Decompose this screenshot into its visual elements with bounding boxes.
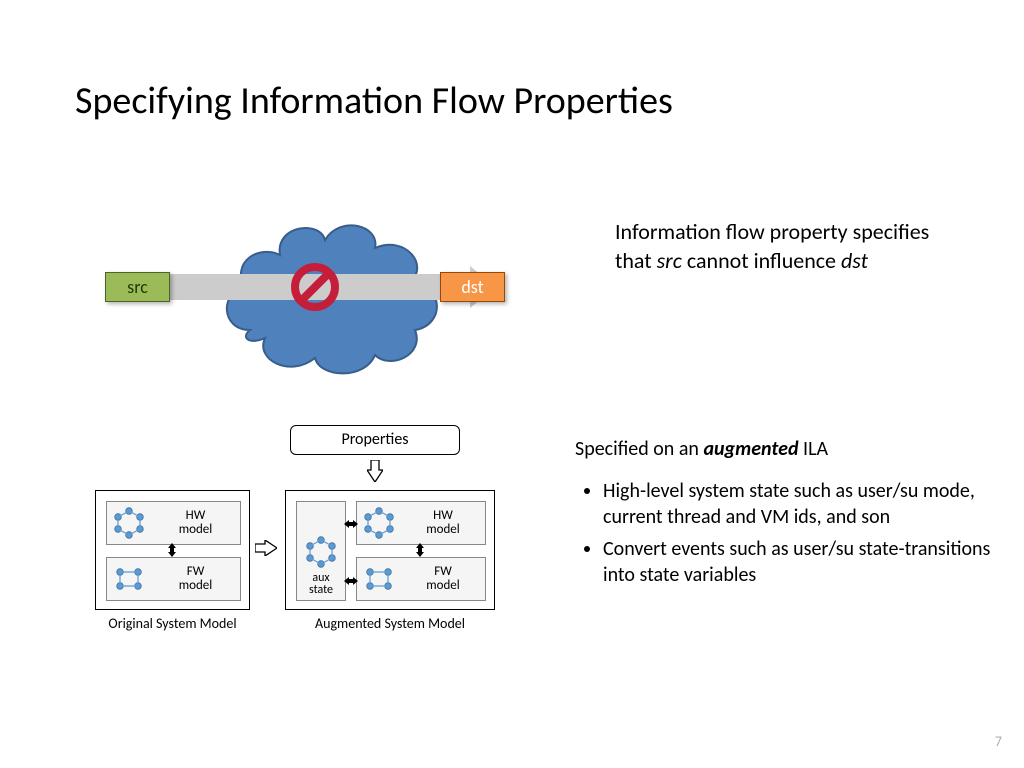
double-arrow-h-icon [344,515,358,525]
bullet-list: High-level system state such as user/su … [575,478,995,588]
ring-graph-icon [357,503,401,543]
prohibit-icon [290,262,340,312]
aug-fw-model: FWmodel [356,557,486,601]
square-graph-icon [107,559,151,599]
info-flow-description: Information flow property specifies that… [615,218,965,275]
dst-box: dst [440,272,505,302]
square-graph-icon [357,559,401,599]
bullet-item: Convert events such as user/su state-tra… [603,536,995,588]
info-flow-diagram: src dst [100,190,520,390]
slide-title: Specifying Information Flow Properties [75,78,673,124]
caption-original: Original System Model [95,615,250,632]
augmented-heading: Specified on an augmented ILA [575,436,995,462]
hw-model-label: HWmodel [151,509,240,536]
src-box: src [105,272,170,302]
system-models-diagram: Properties HWmodel [90,420,530,680]
augmented-system-box: auxstate HWmodel [285,490,495,610]
hw-model-label: HWmodel [401,509,485,536]
double-arrow-v-icon [167,543,177,557]
ring-graph-icon [107,503,151,543]
caption-augmented: Augmented System Model [285,615,495,632]
aux-state-box: auxstate [296,501,346,601]
page-number: 7 [995,733,1002,750]
aug-hw-model: HWmodel [356,501,486,545]
orig-fw-model: FWmodel [106,557,241,601]
properties-box: Properties [290,425,460,455]
bullet-item: High-level system state such as user/su … [603,478,995,530]
fw-model-label: FWmodel [151,565,240,592]
double-arrow-v-icon [415,543,425,557]
double-arrow-h-icon [344,572,358,582]
augmented-ila-text: Specified on an augmented ILA High-level… [575,436,995,594]
down-arrow-icon [367,460,383,482]
orig-hw-model: HWmodel [106,501,241,545]
ring-graph-icon [301,532,341,572]
right-arrow-icon [255,540,277,556]
aux-state-label: auxstate [309,572,333,600]
fw-model-label: FWmodel [401,565,485,592]
